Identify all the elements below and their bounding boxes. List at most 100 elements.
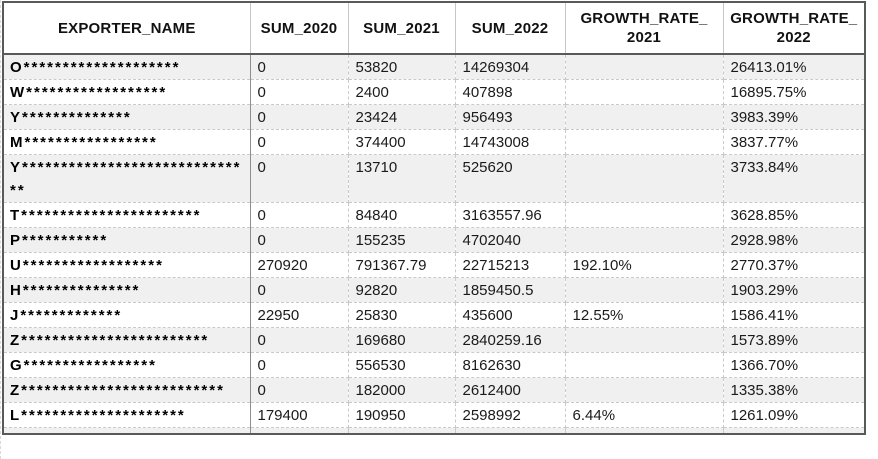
cell-sum_2022[interactable]: 3163557.96 <box>454 202 566 228</box>
cell-sum_2022[interactable]: 435600 <box>454 302 566 328</box>
cell-sum_2020[interactable]: 0 <box>249 227 349 253</box>
cell-growth_rate_2022[interactable]: 16895.75% <box>722 79 866 105</box>
cell-sum_2021[interactable] <box>347 427 456 434</box>
cell-sum_2022[interactable]: 2840259.16 <box>454 327 566 353</box>
cell-sum_2022[interactable]: 1859450.5 <box>454 277 566 303</box>
table-row: H*************** 0 92820 1859450.5 1903.29% <box>2 277 866 303</box>
cell-sum_2021[interactable]: 13710 <box>347 154 456 203</box>
cell-exporter_name[interactable]: H*************** <box>2 277 251 303</box>
cell-growth_rate_2022[interactable]: 1261.09% <box>722 402 866 428</box>
cell-sum_2022[interactable]: 4702040 <box>454 227 566 253</box>
cell-sum_2022[interactable]: 14269304 <box>454 53 566 80</box>
cell-growth_rate_2021[interactable] <box>564 129 724 155</box>
cell-growth_rate_2021[interactable] <box>564 202 724 228</box>
cell-exporter_name[interactable]: Z************************** <box>2 377 251 403</box>
cell-sum_2022[interactable]: 525620 <box>454 154 566 203</box>
cell-sum_2021[interactable]: 155235 <box>347 227 456 253</box>
cell-sum_2021[interactable]: 84840 <box>347 202 456 228</box>
cell-growth_rate_2022[interactable]: 2770.37% <box>722 252 866 278</box>
cell-growth_rate_2021[interactable]: 192.10% <box>564 252 724 278</box>
cell-exporter_name[interactable]: M***************** <box>2 129 251 155</box>
cell-exporter_name[interactable]: G***************** <box>2 352 251 378</box>
cell-sum_2020[interactable]: 22950 <box>249 302 349 328</box>
cell-growth_rate_2021[interactable] <box>564 327 724 353</box>
cell-growth_rate_2022[interactable]: 1573.89% <box>722 327 866 353</box>
cell-growth_rate_2022[interactable]: 26413.01% <box>722 53 866 80</box>
cell-sum_2020[interactable]: 0 <box>249 154 349 203</box>
cell-sum_2021[interactable]: 374400 <box>347 129 456 155</box>
cell-growth_rate_2022[interactable]: 3837.77% <box>722 129 866 155</box>
cell-sum_2021[interactable]: 25830 <box>347 302 456 328</box>
cell-sum_2020[interactable]: 270920 <box>249 252 349 278</box>
cell-sum_2022[interactable]: 2598992 <box>454 402 566 428</box>
cell-exporter_name[interactable]: O******************** <box>2 53 251 80</box>
cell-sum_2022[interactable] <box>454 427 566 434</box>
cell-growth_rate_2022[interactable]: 3983.39% <box>722 104 866 130</box>
cell-sum_2020[interactable] <box>249 427 349 434</box>
cell-growth_rate_2022[interactable]: 1903.29% <box>722 277 866 303</box>
table-row: J************* 22950 25830 435600 12.55% 1586… <box>2 302 866 328</box>
cell-growth_rate_2022[interactable]: 1335.38% <box>722 377 866 403</box>
cell-sum_2020[interactable]: 0 <box>249 327 349 353</box>
cell-sum_2020[interactable]: 179400 <box>249 402 349 428</box>
exporters-growth-table: EXPORTER_NAME SUM_2020 SUM_2021 SUM_2022 GRO… <box>2 1 866 435</box>
cell-growth_rate_2021[interactable] <box>564 277 724 303</box>
column-header-sum_2022[interactable]: SUM_2022 <box>454 2 566 55</box>
cell-sum_2021[interactable]: 791367.79 <box>347 252 456 278</box>
column-header-exporter_name[interactable]: EXPORTER_NAME <box>2 2 251 55</box>
cell-exporter_name[interactable]: Y************** <box>2 104 251 130</box>
cell-sum_2020[interactable]: 0 <box>249 79 349 105</box>
cell-sum_2022[interactable]: 407898 <box>454 79 566 105</box>
cell-growth_rate_2022[interactable]: 2928.98% <box>722 227 866 253</box>
cell-exporter_name[interactable]: L********************* <box>2 402 251 428</box>
cell-sum_2021[interactable]: 169680 <box>347 327 456 353</box>
cell-exporter_name[interactable]: Y****************************** <box>2 154 251 203</box>
cell-exporter_name[interactable]: Z************************ <box>2 327 251 353</box>
cell-growth_rate_2022[interactable]: 1586.41% <box>722 302 866 328</box>
cell-exporter_name[interactable]: J************* <box>2 302 251 328</box>
cell-sum_2022[interactable]: 2612400 <box>454 377 566 403</box>
cell-growth_rate_2022[interactable] <box>722 427 866 434</box>
cell-exporter_name[interactable]: P*********** <box>2 227 251 253</box>
cell-sum_2022[interactable]: 956493 <box>454 104 566 130</box>
cell-sum_2020[interactable]: 0 <box>249 202 349 228</box>
cell-sum_2021[interactable]: 2400 <box>347 79 456 105</box>
cell-growth_rate_2021[interactable]: 6.44% <box>564 402 724 428</box>
cell-sum_2020[interactable]: 0 <box>249 53 349 80</box>
column-header-growth_rate_2022[interactable]: GROWTH_RATE_ 2022 <box>722 2 866 55</box>
cell-exporter_name[interactable] <box>2 427 251 434</box>
cell-growth_rate_2022[interactable]: 3628.85% <box>722 202 866 228</box>
cell-sum_2021[interactable]: 182000 <box>347 377 456 403</box>
cell-growth_rate_2021[interactable] <box>564 352 724 378</box>
cell-growth_rate_2021[interactable] <box>564 53 724 80</box>
cell-sum_2021[interactable]: 23424 <box>347 104 456 130</box>
cell-sum_2022[interactable]: 14743008 <box>454 129 566 155</box>
cell-growth_rate_2022[interactable]: 3733.84% <box>722 154 866 203</box>
cell-growth_rate_2021[interactable] <box>564 104 724 130</box>
cell-growth_rate_2021[interactable] <box>564 377 724 403</box>
cell-sum_2021[interactable]: 92820 <box>347 277 456 303</box>
cell-exporter_name[interactable]: W****************** <box>2 79 251 105</box>
cell-sum_2021[interactable]: 556530 <box>347 352 456 378</box>
cell-growth_rate_2022[interactable]: 1366.70% <box>722 352 866 378</box>
cell-sum_2020[interactable]: 0 <box>249 277 349 303</box>
cell-growth_rate_2021[interactable] <box>564 79 724 105</box>
cell-sum_2020[interactable]: 0 <box>249 129 349 155</box>
column-header-growth_rate_2021[interactable]: GROWTH_RATE_ 2021 <box>564 2 724 55</box>
table-row: U****************** 270920 791367.79 227152… <box>2 252 866 278</box>
cell-sum_2022[interactable]: 22715213 <box>454 252 566 278</box>
cell-sum_2020[interactable]: 0 <box>249 352 349 378</box>
column-header-sum_2021[interactable]: SUM_2021 <box>347 2 456 55</box>
cell-growth_rate_2021[interactable] <box>564 427 724 434</box>
cell-sum_2021[interactable]: 53820 <box>347 53 456 80</box>
cell-sum_2020[interactable]: 0 <box>249 104 349 130</box>
cell-exporter_name[interactable]: U****************** <box>2 252 251 278</box>
cell-sum_2022[interactable]: 8162630 <box>454 352 566 378</box>
cell-growth_rate_2021[interactable] <box>564 227 724 253</box>
cell-sum_2020[interactable]: 0 <box>249 377 349 403</box>
cell-growth_rate_2021[interactable] <box>564 154 724 203</box>
cell-exporter_name[interactable]: T*********************** <box>2 202 251 228</box>
cell-sum_2021[interactable]: 190950 <box>347 402 456 428</box>
column-header-sum_2020[interactable]: SUM_2020 <box>249 2 349 55</box>
cell-growth_rate_2021[interactable]: 12.55% <box>564 302 724 328</box>
